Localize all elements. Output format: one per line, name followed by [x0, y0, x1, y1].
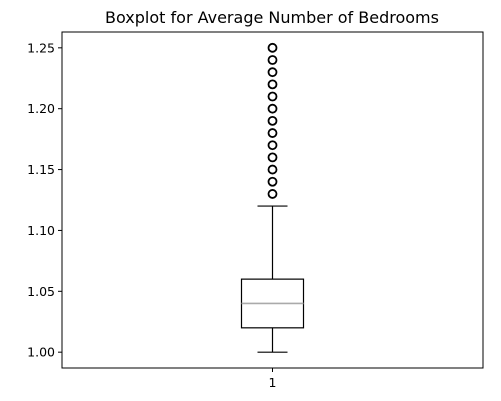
- outlier-point: [267, 42, 278, 53]
- outlier-point: [267, 79, 278, 90]
- outlier-point: [267, 189, 278, 199]
- outlier-point: [267, 176, 278, 187]
- outlier-point: [267, 152, 278, 163]
- outlier-point: [267, 103, 278, 114]
- y-tick-label: 1.15: [27, 162, 55, 177]
- box-group: [240, 42, 305, 353]
- x-axis: 1: [269, 368, 277, 390]
- y-tick-label: 1.25: [27, 40, 55, 55]
- outlier-point: [267, 55, 278, 65]
- outlier-point: [267, 115, 278, 126]
- outlier-point: [267, 140, 278, 151]
- x-tick-label: 1: [269, 375, 277, 390]
- chart-title: Boxplot for Average Number of Bedrooms: [105, 8, 439, 27]
- y-tick-label: 1.10: [27, 223, 55, 238]
- y-tick-label: 1.20: [27, 101, 55, 116]
- outlier-point: [267, 128, 278, 138]
- y-tick-label: 1.00: [27, 345, 55, 360]
- y-tick-label: 1.05: [27, 284, 55, 299]
- y-axis: 1.00 1.05 1.10 1.15 1.20 1.25: [27, 40, 62, 360]
- outlier-point: [267, 164, 278, 175]
- outlier-point: [267, 91, 278, 102]
- plot-frame: [61, 31, 484, 369]
- outlier-point: [267, 67, 278, 78]
